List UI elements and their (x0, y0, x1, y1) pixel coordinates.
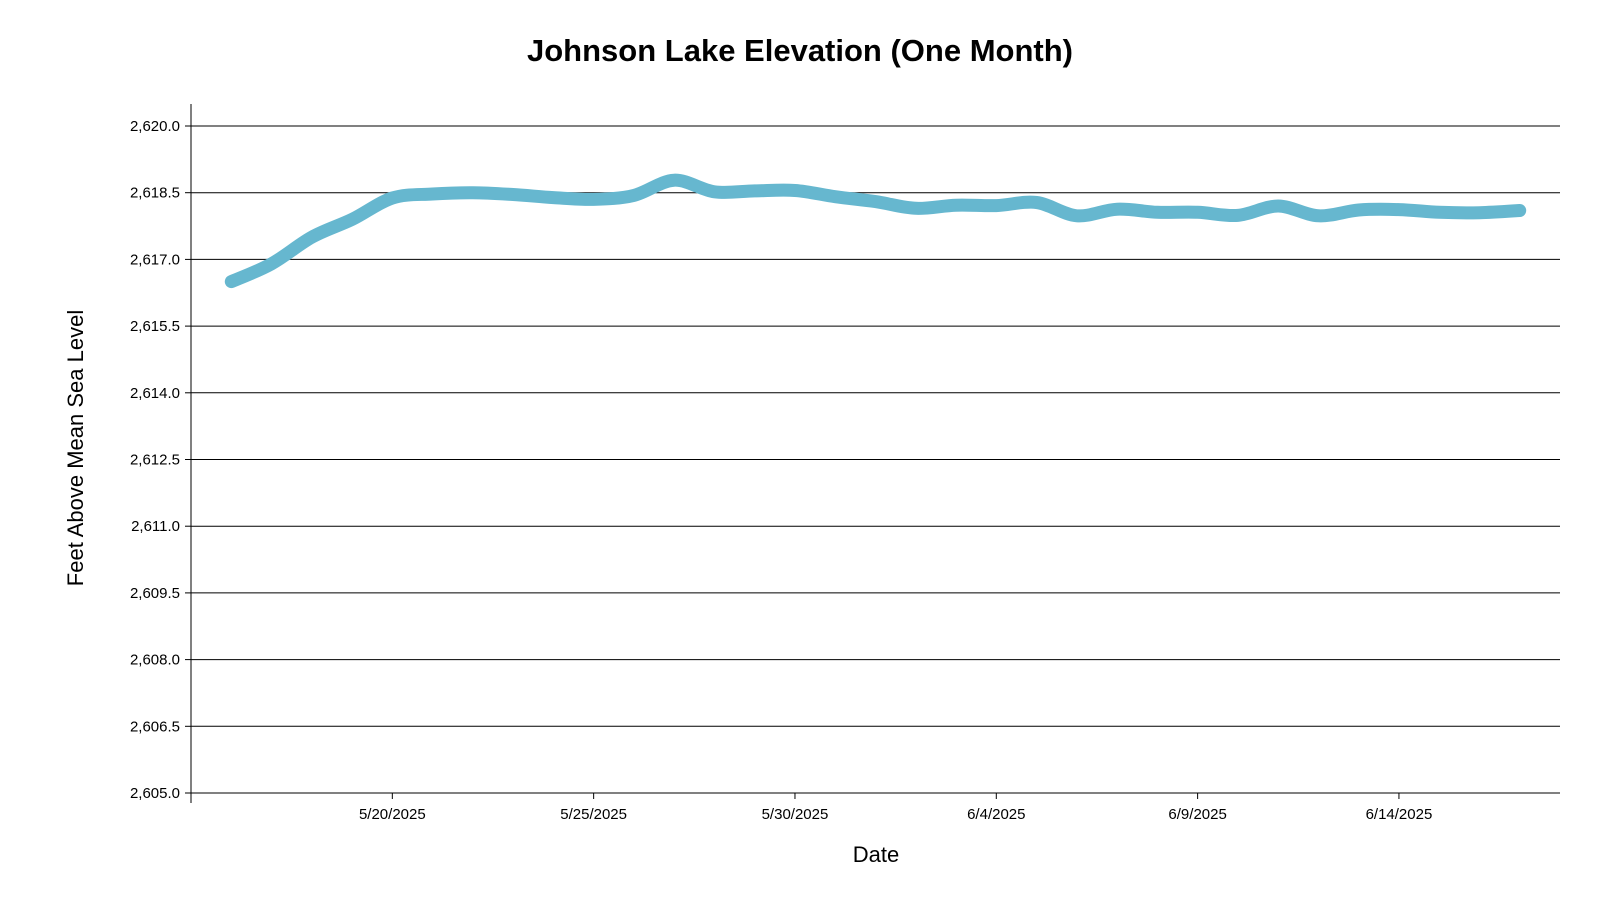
axes (190, 104, 1560, 794)
y-axis-label: Feet Above Mean Sea Level (63, 310, 88, 586)
y-tick-label: 2,614.0 (130, 385, 180, 402)
y-axis-ticks: 2,605.0 2,606.5 2,608.0 2,609.5 2,611.0 2,612… (130, 118, 191, 802)
x-axis-label: Date (853, 842, 899, 867)
x-tick-label: 5/20/2025 (359, 806, 426, 823)
x-tick-label: 6/4/2025 (967, 806, 1025, 823)
y-tick-label: 2,608.0 (130, 652, 180, 669)
y-tick-label: 2,609.5 (130, 585, 180, 602)
chart-title: Johnson Lake Elevation (One Month) (527, 33, 1073, 68)
y-tick-label: 2,618.5 (130, 185, 180, 202)
y-tick-label: 2,617.0 (130, 251, 180, 268)
series-line (224, 173, 1527, 289)
y-tick-label: 2,612.5 (130, 452, 180, 469)
x-tick-label: 5/25/2025 (560, 806, 627, 823)
x-axis-ticks: 5/20/2025 5/25/2025 5/30/2025 6/4/2025 6/9/2… (190, 793, 1433, 823)
x-tick-label: 5/30/2025 (762, 806, 829, 823)
gridlines (191, 125, 1560, 727)
y-tick-label: 2,611.0 (131, 518, 180, 535)
x-tick-label: 6/9/2025 (1168, 806, 1226, 823)
y-tick-label: 2,606.5 (130, 718, 180, 735)
y-tick-label: 2,605.0 (130, 785, 180, 802)
x-tick-label: 6/14/2025 (1366, 806, 1433, 823)
y-tick-label: 2,615.5 (130, 318, 180, 335)
series-layer (224, 173, 1527, 289)
y-tick-label: 2,620.0 (130, 118, 180, 135)
